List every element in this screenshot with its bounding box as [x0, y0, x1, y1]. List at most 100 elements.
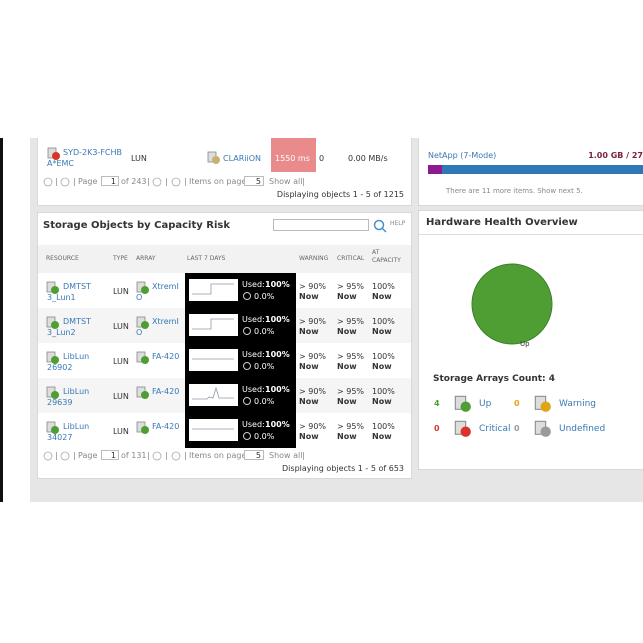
array-link[interactable]: CLARiiON: [223, 154, 261, 163]
page-input[interactable]: 1: [101, 450, 119, 460]
status-label[interactable]: Warning: [559, 399, 597, 409]
show-all[interactable]: Show all: [269, 451, 303, 460]
used-label: Used:: [242, 385, 265, 394]
pager-button-ring: [43, 451, 53, 461]
storage-icon: [46, 421, 59, 434]
resource-link[interactable]: SYD-2K3-FCHB A*EMC: [47, 148, 123, 168]
array-link[interactable]: XtremIO: [136, 317, 179, 337]
used-label: Used:: [242, 280, 265, 289]
magnifier: [373, 219, 385, 231]
resource-link[interactable]: DMTST3_Lun2: [47, 317, 91, 337]
type-cell: LUN: [113, 322, 129, 331]
array-link[interactable]: XtremIO: [136, 282, 179, 302]
hardware-health-panel: Hardware Health Overview Up Storage Arrays…: [418, 210, 643, 470]
change-value: 0.0%: [254, 397, 275, 406]
critical-threshold: > 95%: [337, 317, 365, 326]
items-input[interactable]: 5: [244, 450, 264, 460]
separator: [185, 452, 186, 460]
capacity-bar-used: [428, 165, 442, 174]
show-all[interactable]: Show all: [269, 177, 303, 186]
type-cell: LUN: [131, 154, 147, 163]
change-icon: [243, 432, 251, 440]
icon-status: [51, 286, 59, 294]
separator: [74, 452, 75, 460]
icon-status: [51, 391, 59, 399]
array-name[interactable]: NetApp (7-Mode): [428, 151, 497, 160]
capacity-risk-panel: Storage Objects by Capacity Risk HELP RESO…: [37, 212, 412, 479]
warning-time: Now: [299, 292, 319, 301]
search-button[interactable]: [373, 219, 387, 233]
at_capacity-threshold: 100%: [372, 422, 395, 431]
pager-button[interactable]: [152, 451, 162, 461]
search-box[interactable]: [273, 219, 369, 231]
throughput-cell: 0.00 MB/s: [348, 154, 388, 163]
storage-icon: [136, 281, 149, 294]
array-link[interactable]: FA-420: [152, 352, 180, 361]
pager-button-ring: [171, 177, 181, 187]
storage-icon: [46, 316, 59, 329]
separator: [56, 452, 57, 460]
pie-label: Up: [520, 340, 530, 348]
table-header-bg: [38, 245, 411, 273]
status-label[interactable]: Critical: [479, 424, 511, 434]
column-header: TYPE: [113, 255, 128, 262]
icon-status: [141, 321, 149, 329]
pager-button[interactable]: [152, 177, 162, 187]
separator: [185, 178, 186, 186]
sparkline-trace: [192, 283, 234, 295]
page-input[interactable]: 1: [101, 176, 119, 186]
pager-button-ring: [43, 177, 53, 187]
icon-status: [52, 152, 60, 160]
panel-title: Hardware Health Overview: [426, 217, 578, 228]
row-bg: [38, 378, 185, 413]
change-value: 0.0%: [254, 292, 275, 301]
help-link[interactable]: HELP: [390, 220, 406, 227]
warning-threshold: > 90%: [299, 317, 327, 326]
icon-status: [460, 426, 471, 437]
sparkline-trace: [192, 318, 234, 330]
array-link[interactable]: FA-420: [152, 387, 180, 396]
capacity-bar-free: [442, 165, 643, 174]
pager-button[interactable]: [43, 451, 53, 461]
storage-icon: [454, 420, 471, 437]
type-cell: LUN: [113, 427, 129, 436]
warning-time: Now: [299, 327, 319, 336]
pager-button[interactable]: [171, 451, 181, 461]
more-items[interactable]: There are 11 more items. Show next 5.: [446, 187, 583, 195]
resource-link[interactable]: DMTST3_Lun1: [47, 282, 91, 302]
pager-button[interactable]: [60, 451, 70, 461]
at_capacity-threshold: 100%: [372, 387, 395, 396]
array-link[interactable]: FA-420: [152, 422, 180, 431]
used-label: Used:: [242, 315, 265, 324]
title-rule: [419, 234, 643, 235]
at_capacity-threshold: 100%: [372, 282, 395, 291]
icon-status: [51, 426, 59, 434]
page-count: of 243: [121, 177, 147, 186]
resource-link[interactable]: LibLun29639: [47, 387, 90, 407]
change-icon: [243, 327, 251, 335]
column-header: CRITICAL: [337, 255, 365, 262]
status-label[interactable]: Undefined: [559, 424, 606, 434]
at_capacity-time: Now: [372, 327, 392, 336]
sparkline: [189, 279, 238, 301]
page-label: Page: [78, 177, 98, 186]
critical-threshold: > 95%: [337, 352, 365, 361]
netapp-panel: NetApp (7-Mode) 1.00 GB / 27 There are 11 …: [418, 138, 643, 206]
icon-status: [141, 426, 149, 434]
status-label[interactable]: Up: [479, 399, 492, 409]
pager-button[interactable]: [60, 177, 70, 187]
pager-button[interactable]: [43, 177, 53, 187]
pager-button[interactable]: [171, 177, 181, 187]
used-label: Used:: [242, 350, 265, 359]
resource-link[interactable]: LibLun26902: [47, 352, 90, 372]
used-value: 100%: [265, 350, 290, 359]
resource-link[interactable]: LibLun34027: [47, 422, 90, 442]
at_capacity-threshold: 100%: [372, 352, 395, 361]
used-value: 100%: [265, 420, 290, 429]
items-input[interactable]: 5: [244, 176, 264, 186]
used-value: 100%: [265, 385, 290, 394]
magnifier-handle: [381, 227, 387, 233]
critical-time: Now: [337, 432, 357, 441]
used-value: 100%: [265, 280, 290, 289]
pager-button-ring: [171, 451, 181, 461]
